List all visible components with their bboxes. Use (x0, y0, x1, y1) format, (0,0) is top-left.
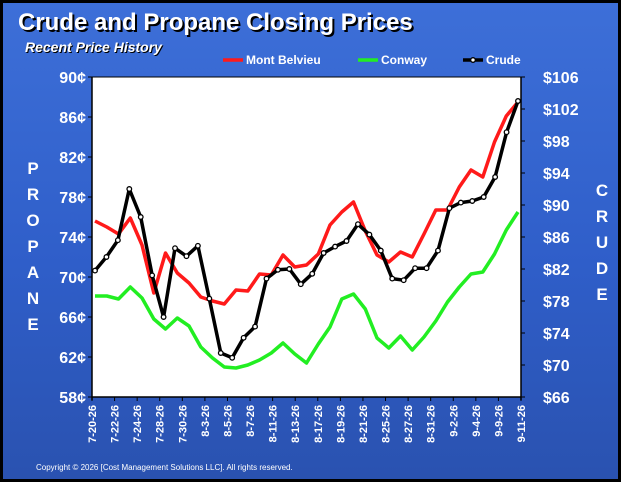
left-tick-label: 78¢ (59, 190, 86, 207)
left-tick-label: 58¢ (59, 390, 86, 407)
x-tick-label: 8-3-26 (200, 405, 212, 437)
left-tick-label: 74¢ (59, 230, 86, 247)
x-tick-label: 8-25-26 (381, 405, 393, 443)
crude-point (354, 221, 361, 228)
crude-point (126, 186, 133, 192)
crude-point (194, 242, 201, 249)
crude-point (435, 247, 441, 254)
crude-point (423, 265, 430, 272)
right-tick-label: $94 (543, 166, 570, 183)
crude-point (263, 275, 270, 282)
right-tick-label: $90 (543, 198, 570, 215)
crude-point (389, 275, 396, 282)
crude-point (183, 253, 190, 260)
chart-title: Crude and Propane Closing Prices (18, 9, 413, 36)
x-tick-label: 7-22-26 (110, 405, 122, 443)
left-tick-label: 62¢ (59, 350, 86, 367)
legend-label-crude: Crude (486, 53, 521, 67)
crude-point (274, 266, 281, 273)
x-tick-label: 9-9-26 (493, 405, 505, 437)
copyright-notice: Copyright © 2026 [Cost Management Soluti… (36, 463, 293, 472)
x-tick-label: 8-13-26 (290, 405, 302, 443)
crude-point (206, 295, 213, 302)
crude-point (457, 199, 464, 206)
x-tick-label: 7-28-26 (155, 405, 167, 443)
x-tick-label: 7-20-26 (87, 405, 99, 443)
right-tick-label: $78 (543, 294, 570, 311)
crude-point (252, 323, 259, 330)
crude-point (332, 243, 339, 250)
crude-point (503, 129, 510, 136)
crude-point (92, 267, 98, 274)
left-tick-label: 70¢ (59, 270, 86, 287)
crude-point (446, 205, 453, 212)
plot-background (91, 76, 522, 398)
left-tick-label: 82¢ (59, 150, 86, 167)
left-tick-label: 90¢ (59, 70, 86, 87)
left-tick-label: 86¢ (59, 110, 86, 127)
crude-point (160, 314, 167, 320)
right-tick-label: $86 (543, 230, 570, 247)
right-tick-label: $82 (543, 262, 570, 279)
x-tick-label: 9-2-26 (448, 405, 460, 437)
right-tick-label: $74 (543, 326, 570, 343)
crude-point (366, 231, 373, 238)
crude-point (400, 277, 407, 284)
crude-point (480, 194, 487, 200)
crude-point (309, 270, 316, 277)
crude-point (149, 272, 156, 279)
right-tick-label: $98 (543, 134, 570, 151)
legend-label-mont-belvieu: Mont Belvieu (246, 53, 321, 67)
crude-point (103, 254, 110, 260)
price-chart: 58¢ 62¢ 66¢ 70¢ 74¢ 78¢ 82¢ 86¢ 90¢ $66 $70 $74 $78 $… (26, 53, 608, 443)
right-tick-label: $102 (543, 102, 579, 119)
crude-point (469, 198, 476, 204)
left-tick-label: 66¢ (59, 310, 86, 327)
crude-point (286, 266, 293, 272)
series-line-crude (93, 100, 520, 360)
right-tick-label: $66 (543, 390, 570, 407)
crude-point (412, 265, 419, 272)
x-tick-label: 7-24-26 (132, 405, 144, 443)
x-tick-label: 7-30-26 (177, 405, 189, 443)
crude-point (343, 238, 350, 244)
crude-point (492, 174, 499, 180)
x-tick-label: 8-19-26 (335, 405, 347, 443)
crude-point (320, 250, 327, 256)
crude-point (114, 237, 121, 244)
crude-point (172, 245, 178, 252)
x-tick-label: 9-11-26 (516, 405, 528, 442)
x-tick-label: 8-31-26 (426, 405, 438, 443)
series-line-conway (95, 211, 520, 370)
legend-marker-crude (470, 57, 476, 63)
x-tick-label: 8-7-26 (245, 405, 257, 437)
crude-point (137, 214, 144, 220)
x-tick-label: 8-21-26 (358, 405, 370, 443)
crude-point (377, 247, 384, 254)
crude-point (297, 281, 304, 288)
right-tick-label: $106 (543, 70, 579, 87)
crude-point (229, 354, 236, 361)
x-tick-label: 8-11-26 (268, 405, 280, 442)
right-tick-label: $70 (543, 358, 570, 375)
x-tick-label: 8-5-26 (222, 405, 234, 437)
x-tick-label: 9-4-26 (471, 405, 483, 437)
chart-subtitle: Recent Price History (25, 39, 162, 55)
legend-label-conway: Conway (381, 53, 427, 67)
crude-point (240, 334, 247, 341)
crude-point (217, 350, 224, 356)
x-tick-label: 8-27-26 (403, 405, 415, 443)
crude-point (515, 98, 521, 104)
x-tick-label: 8-17-26 (313, 405, 325, 443)
